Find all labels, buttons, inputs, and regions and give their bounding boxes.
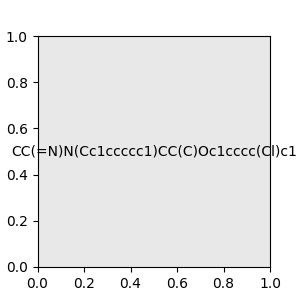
- Text: CC(=N)N(Cc1ccccc1)CC(C)Oc1cccc(Cl)c1: CC(=N)N(Cc1ccccc1)CC(C)Oc1cccc(Cl)c1: [11, 145, 297, 158]
